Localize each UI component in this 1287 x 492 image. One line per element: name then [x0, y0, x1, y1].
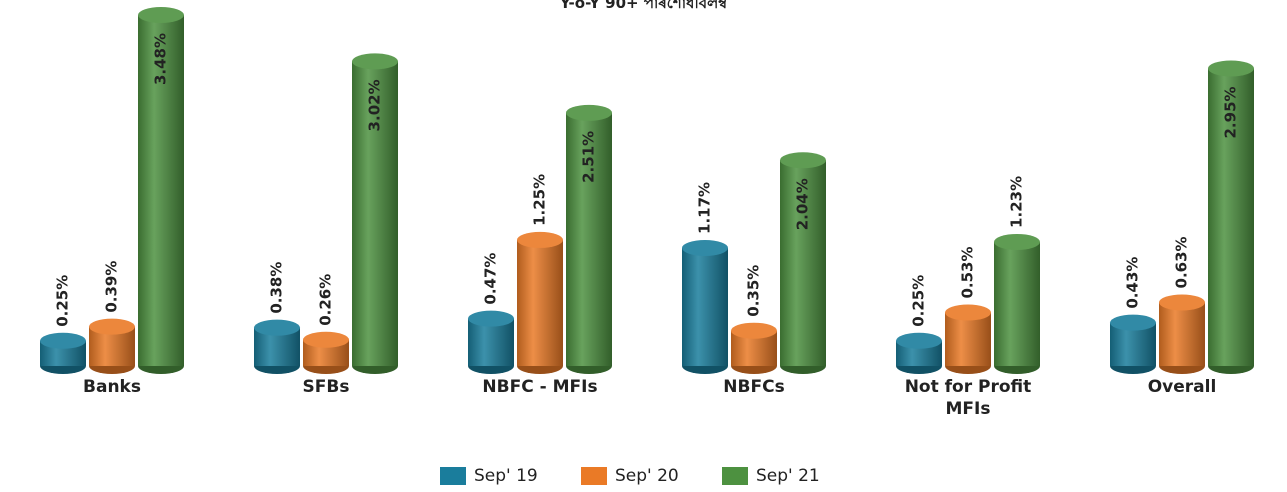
- bar: [254, 319, 300, 374]
- x-tick-label: NBFCs: [723, 377, 785, 397]
- legend-swatch: [581, 467, 607, 485]
- value-label: 1.17%: [696, 182, 714, 234]
- legend-label: Sep' 21: [756, 466, 820, 486]
- bar-body: [138, 15, 184, 366]
- bar: [89, 318, 135, 374]
- x-tick-label: Overall: [1147, 377, 1217, 397]
- bar-top: [468, 310, 514, 327]
- bar-body: [994, 241, 1040, 366]
- bar: [945, 304, 991, 374]
- bar-body: [566, 112, 612, 366]
- bar-top: [352, 53, 398, 70]
- bar-top: [731, 322, 777, 339]
- bar-top: [89, 318, 135, 335]
- value-label: 0.35%: [745, 265, 763, 317]
- bar-top: [682, 239, 728, 256]
- bar: [994, 233, 1040, 374]
- legend-item: Sep' 20: [581, 466, 679, 486]
- value-label: 1.23%: [1008, 176, 1026, 228]
- bar: [303, 331, 349, 374]
- legend-label: Sep' 20: [615, 466, 679, 486]
- legend-item: Sep' 19: [440, 466, 538, 486]
- value-label: 2.95%: [1222, 86, 1240, 138]
- bar-top: [254, 319, 300, 336]
- legend-swatch: [722, 467, 748, 485]
- bar-top: [303, 331, 349, 348]
- x-tick-label: Not for Profit MFIs: [904, 377, 1032, 419]
- bar: [1208, 60, 1254, 374]
- legend-item: Sep' 21: [722, 466, 820, 486]
- bar: [138, 7, 184, 374]
- bar-body: [517, 239, 563, 366]
- bar: [682, 239, 728, 374]
- value-label: 0.63%: [1173, 236, 1191, 288]
- bar: [40, 332, 86, 374]
- bar-body: [682, 247, 728, 366]
- legend-swatch: [440, 467, 466, 485]
- bar-top: [1159, 294, 1205, 311]
- bar-top: [1208, 60, 1254, 77]
- bar-top: [138, 7, 184, 23]
- bar: [780, 152, 826, 374]
- bar: [352, 53, 398, 374]
- value-label: 1.25%: [531, 174, 549, 226]
- bar-top: [517, 231, 563, 248]
- bar-body: [1159, 302, 1205, 366]
- bar-top: [945, 304, 991, 321]
- value-label: 3.02%: [366, 79, 384, 131]
- value-label: 0.26%: [317, 274, 335, 326]
- value-label: 3.48%: [152, 33, 170, 85]
- bar-body: [352, 61, 398, 367]
- value-label: 0.25%: [910, 275, 928, 327]
- value-label: 0.38%: [268, 262, 286, 314]
- legend-label: Sep' 19: [474, 466, 538, 486]
- bar-body: [780, 160, 826, 366]
- value-label: 2.04%: [794, 178, 812, 230]
- bar: [468, 310, 514, 374]
- chart-title: Y-o-Y 90+ পাৰশোধবিলম্ব: [559, 0, 728, 12]
- bar-top: [40, 332, 86, 349]
- bar: [731, 322, 777, 374]
- value-label: 2.51%: [580, 131, 598, 183]
- x-tick-label: SFBs: [302, 377, 350, 397]
- bar-body: [945, 312, 991, 366]
- bar: [896, 332, 942, 374]
- bar-top: [780, 152, 826, 169]
- x-tick-label: NBFC - MFIs: [482, 377, 598, 397]
- x-tick-label: Banks: [83, 377, 141, 397]
- bar-top: [566, 104, 612, 121]
- bar-top: [994, 233, 1040, 250]
- bar: [566, 104, 612, 374]
- bar: [1110, 314, 1156, 374]
- value-label: 0.53%: [959, 246, 977, 298]
- value-label: 0.25%: [54, 275, 72, 327]
- bar: [517, 231, 563, 374]
- value-label: 0.39%: [103, 261, 121, 313]
- bar-body: [1208, 68, 1254, 366]
- bar-top: [1110, 314, 1156, 331]
- value-label: 0.43%: [1124, 257, 1142, 309]
- value-label: 0.47%: [482, 253, 500, 305]
- bar: [1159, 294, 1205, 374]
- bar-top: [896, 332, 942, 349]
